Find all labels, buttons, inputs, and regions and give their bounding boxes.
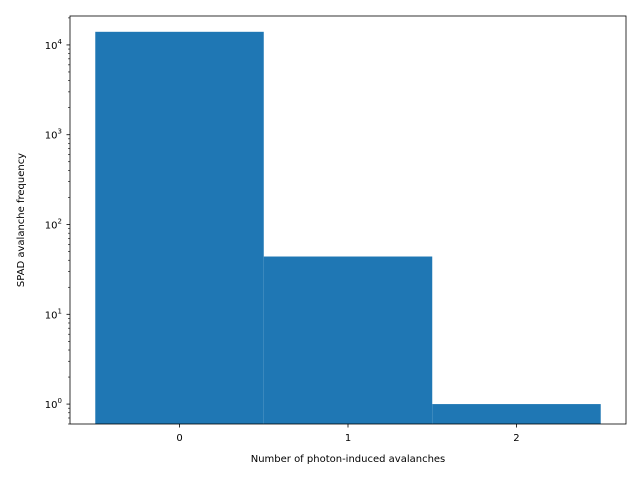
y-axis-label: SPAD avalanche frequency xyxy=(16,153,27,287)
x-axis-ticks: 0 1 2 xyxy=(176,424,520,444)
x-tick-label: 2 xyxy=(513,433,519,444)
y-tick-label: 103 xyxy=(45,128,62,142)
x-axis-label: Number of photon-induced avalanches xyxy=(251,454,446,465)
bars-group xyxy=(95,31,601,425)
bar-1 xyxy=(263,256,433,424)
y-axis-ticks: 100 101 102 103 104 xyxy=(45,17,70,425)
y-tick-label: 100 xyxy=(45,397,62,411)
bar-0 xyxy=(95,31,264,425)
y-tick-label: 101 xyxy=(45,307,62,321)
x-tick-label: 0 xyxy=(176,433,182,444)
bar-2 xyxy=(432,404,601,424)
plot-frame xyxy=(69,15,627,425)
x-tick-label: 1 xyxy=(345,433,351,444)
y-tick-label: 104 xyxy=(45,38,63,52)
y-tick-label: 102 xyxy=(45,218,62,232)
